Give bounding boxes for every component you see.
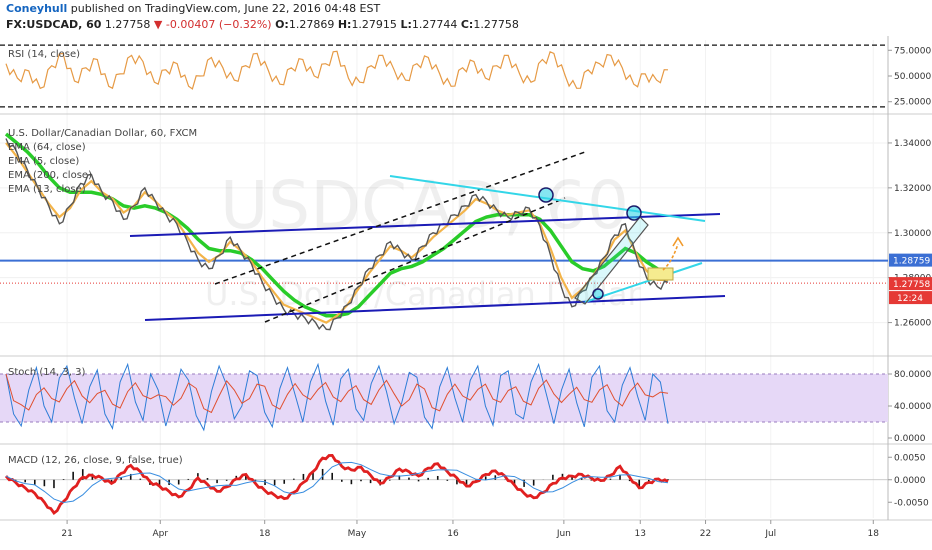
stoch-tick-label: 80.0000 (894, 370, 931, 380)
lower-trendline (144, 295, 726, 321)
cyan-lower-line (584, 262, 703, 303)
macd-line (4, 453, 669, 515)
macd-signal-line (5, 461, 669, 504)
high-value: 1.27915 (351, 18, 397, 31)
ema-legend-item: EMA (13, close) (8, 184, 86, 195)
ema-legend: EMA (64, close) EMA (5, close) EMA (200, c… (8, 142, 92, 195)
rsi-title: RSI (14, close) (8, 49, 80, 60)
last-price: 1.27758 (104, 18, 151, 31)
rsi-line (5, 50, 669, 90)
time-axis-label: Jun (556, 529, 571, 539)
ema-legend-item: EMA (64, close) (8, 142, 86, 153)
time-axis-label: 22 (700, 529, 711, 539)
countdown-badge (889, 291, 932, 305)
price-tick-label: 1.32000 (894, 184, 931, 194)
stoch-axis-ticks: 80.0000 40.0000 0.0000 (888, 370, 931, 444)
stoch-title: Stoch (14, 3, 3) (8, 367, 85, 378)
top-marker-2 (626, 205, 642, 221)
stoch-levels (0, 373, 888, 423)
macd-tick-label: -0.0050 (894, 498, 929, 508)
rising-wedge (574, 216, 649, 305)
time-axis: 21 Apr 18 May 16 Jun 13 22 Jul 18 (61, 520, 879, 539)
macd-histogram (14, 468, 669, 489)
countdown-text: 12:24 (897, 294, 923, 304)
price-tick-label: 1.30000 (894, 229, 931, 239)
open-value: 1.27869 (288, 18, 335, 31)
author-link[interactable]: Coneyhull (6, 2, 68, 15)
upper-trendline (129, 213, 721, 237)
last-price-badge-text: 1.27758 (893, 280, 930, 290)
price-line-badge-text: 1.28759 (893, 257, 930, 267)
stoch-k-line (5, 362, 669, 432)
price-tick-label: 1.26000 (894, 319, 931, 329)
stoch-d-line (5, 373, 669, 414)
last-price-badge (889, 277, 932, 291)
forecast-arrow-head (672, 236, 684, 247)
channel-lower-dashed (264, 197, 566, 323)
publish-line: Coneyhull published on TradingView.com, … (6, 2, 380, 15)
quote-line: FX:USDCAD, 60 1.27758 ▼ -0.00407 (−0.32%… (6, 18, 519, 31)
time-axis-label: 18 (259, 529, 271, 539)
macd-axis-ticks: 0.0050 0.0000 -0.0050 (888, 453, 929, 508)
low-value: 1.27744 (411, 18, 458, 31)
grid-lines (0, 40, 888, 518)
price-panel-title: U.S. Dollar/Canadian Dollar, 60, FXCM (8, 128, 197, 139)
ema-legend-item: EMA (5, close) (8, 156, 79, 167)
macd-tick-label: 0.0050 (894, 453, 926, 463)
time-axis-label: 18 (868, 529, 880, 539)
low-label: L: (400, 18, 412, 31)
publish-info: published on TradingView.com, June 22, 2… (70, 2, 381, 15)
consolidation-box (647, 267, 674, 281)
price-tick-label: 1.34000 (894, 139, 931, 149)
time-axis-label: Jul (764, 529, 776, 539)
ema-legend-item: EMA (200, close) (8, 170, 92, 181)
rsi-axis-ticks: 75.0000 50.0000 25.0000 (888, 46, 931, 108)
time-axis-label: 21 (61, 529, 72, 539)
bottom-marker (592, 288, 604, 300)
channel-upper-dashed (214, 151, 586, 285)
close-label: C: (460, 18, 474, 31)
stoch-tick-label: 40.0000 (894, 402, 931, 412)
top-marker-1 (538, 187, 554, 203)
forecast-arrow (662, 243, 679, 271)
time-axis-label: May (348, 529, 367, 539)
ema-fast-line (5, 142, 668, 324)
macd-tick-label: 0.0000 (894, 476, 926, 486)
open-label: O: (275, 18, 289, 31)
rsi-levels (0, 44, 888, 108)
close-value: 1.27758 (473, 18, 519, 31)
price-line (5, 138, 669, 331)
high-label: H: (337, 18, 352, 31)
rsi-tick-label: 50.0000 (894, 72, 931, 82)
stoch-tick-label: 0.0000 (894, 434, 926, 444)
price-change: ▼ -0.00407 (−0.32%) (153, 18, 272, 31)
time-axis-label: 16 (447, 529, 459, 539)
rsi-tick-label: 25.0000 (894, 98, 931, 108)
time-axis-label: 13 (635, 529, 646, 539)
time-axis-label: Apr (153, 529, 169, 539)
macd-title: MACD (12, 26, close, 9, false, true) (8, 455, 183, 466)
watermark-symbol: USDCAD, 60 (220, 167, 629, 244)
price-line-badge (889, 253, 932, 267)
symbol-label: FX:USDCAD, 60 (6, 18, 102, 31)
rsi-tick-label: 75.0000 (894, 46, 931, 56)
stoch-band (0, 374, 888, 422)
